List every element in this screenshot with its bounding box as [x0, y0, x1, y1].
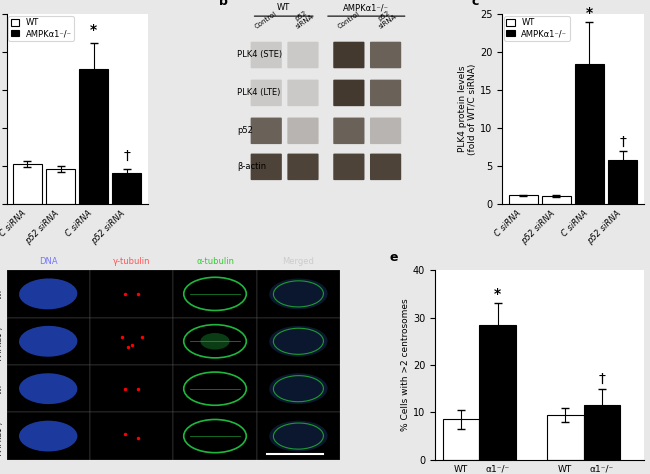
Bar	[257, 270, 340, 318]
FancyBboxPatch shape	[333, 80, 365, 106]
FancyBboxPatch shape	[287, 42, 318, 68]
FancyBboxPatch shape	[370, 80, 401, 106]
Text: †: †	[619, 135, 626, 148]
Bar	[257, 412, 340, 460]
Text: p52: p52	[237, 127, 253, 135]
FancyBboxPatch shape	[251, 80, 282, 106]
Bar	[112, 173, 141, 204]
Text: PLK4 (LTE): PLK4 (LTE)	[237, 89, 280, 97]
Text: Merged: Merged	[283, 257, 315, 266]
Text: p52
siRNA: p52 siRNA	[291, 7, 315, 29]
Bar	[174, 412, 257, 460]
Bar	[13, 164, 42, 204]
FancyBboxPatch shape	[333, 42, 365, 68]
Y-axis label: % Cells with >2 centrosomes: % Cells with >2 centrosomes	[401, 299, 410, 431]
Ellipse shape	[269, 373, 328, 404]
Ellipse shape	[19, 278, 77, 310]
Bar	[90, 412, 174, 460]
Bar	[6, 412, 90, 460]
FancyBboxPatch shape	[287, 154, 318, 180]
Bar	[547, 415, 584, 460]
FancyBboxPatch shape	[251, 154, 282, 180]
Text: *: *	[494, 287, 501, 301]
FancyBboxPatch shape	[370, 42, 401, 68]
Ellipse shape	[19, 373, 77, 404]
Bar	[174, 270, 257, 318]
Text: PLK4 (STE): PLK4 (STE)	[237, 51, 282, 59]
Bar	[46, 169, 75, 204]
Ellipse shape	[19, 421, 77, 451]
Bar	[6, 365, 90, 412]
Bar	[90, 365, 174, 412]
Text: AMPKα1⁻/⁻: AMPKα1⁻/⁻	[0, 417, 3, 455]
Text: †: †	[124, 149, 130, 163]
Text: †: †	[599, 372, 605, 386]
FancyBboxPatch shape	[333, 118, 365, 144]
Bar	[79, 69, 108, 204]
FancyBboxPatch shape	[287, 80, 318, 106]
Bar	[90, 318, 174, 365]
Text: p52
siRNA: p52 siRNA	[374, 7, 398, 29]
Ellipse shape	[269, 326, 328, 357]
Bar	[257, 365, 340, 412]
Text: e: e	[389, 251, 398, 264]
Ellipse shape	[19, 326, 77, 357]
Text: AMPKα1⁻/⁻: AMPKα1⁻/⁻	[0, 322, 3, 360]
Legend: WT, AMPKα1⁻/⁻: WT, AMPKα1⁻/⁻	[504, 16, 570, 41]
Bar	[174, 365, 257, 412]
Y-axis label: PLK4 protein levels
(fold of WT/C siRNA): PLK4 protein levels (fold of WT/C siRNA)	[458, 64, 477, 155]
Text: β-actin: β-actin	[237, 163, 266, 171]
FancyBboxPatch shape	[251, 118, 282, 144]
Bar	[6, 318, 90, 365]
Bar	[90, 270, 174, 318]
Ellipse shape	[200, 333, 229, 350]
Text: Control: Control	[337, 10, 361, 29]
Text: DNA: DNA	[39, 257, 57, 266]
Bar	[575, 64, 604, 204]
Text: γ-tubulin: γ-tubulin	[113, 257, 150, 266]
FancyBboxPatch shape	[333, 154, 365, 180]
Legend: WT, AMPKα1⁻/⁻: WT, AMPKα1⁻/⁻	[8, 16, 74, 41]
Text: c: c	[471, 0, 478, 8]
FancyBboxPatch shape	[287, 118, 318, 144]
Bar	[542, 196, 571, 204]
FancyBboxPatch shape	[370, 118, 401, 144]
Bar	[174, 318, 257, 365]
Bar	[257, 318, 340, 365]
Text: *: *	[586, 6, 593, 19]
Text: AMPKα1⁻/⁻: AMPKα1⁻/⁻	[343, 3, 389, 12]
Ellipse shape	[269, 278, 328, 310]
Text: WT: WT	[0, 383, 3, 394]
Text: WT: WT	[0, 288, 3, 300]
FancyBboxPatch shape	[370, 154, 401, 180]
Bar	[443, 419, 479, 460]
Text: α-tubulin: α-tubulin	[196, 257, 234, 266]
Text: b: b	[218, 0, 227, 8]
Text: *: *	[90, 23, 98, 37]
Text: WT: WT	[277, 3, 291, 12]
Bar	[509, 195, 538, 204]
Ellipse shape	[269, 420, 328, 452]
Bar	[479, 325, 516, 460]
Bar	[608, 160, 637, 204]
Bar	[6, 270, 90, 318]
Text: Control: Control	[254, 10, 278, 29]
FancyBboxPatch shape	[251, 42, 282, 68]
Bar	[584, 405, 620, 460]
